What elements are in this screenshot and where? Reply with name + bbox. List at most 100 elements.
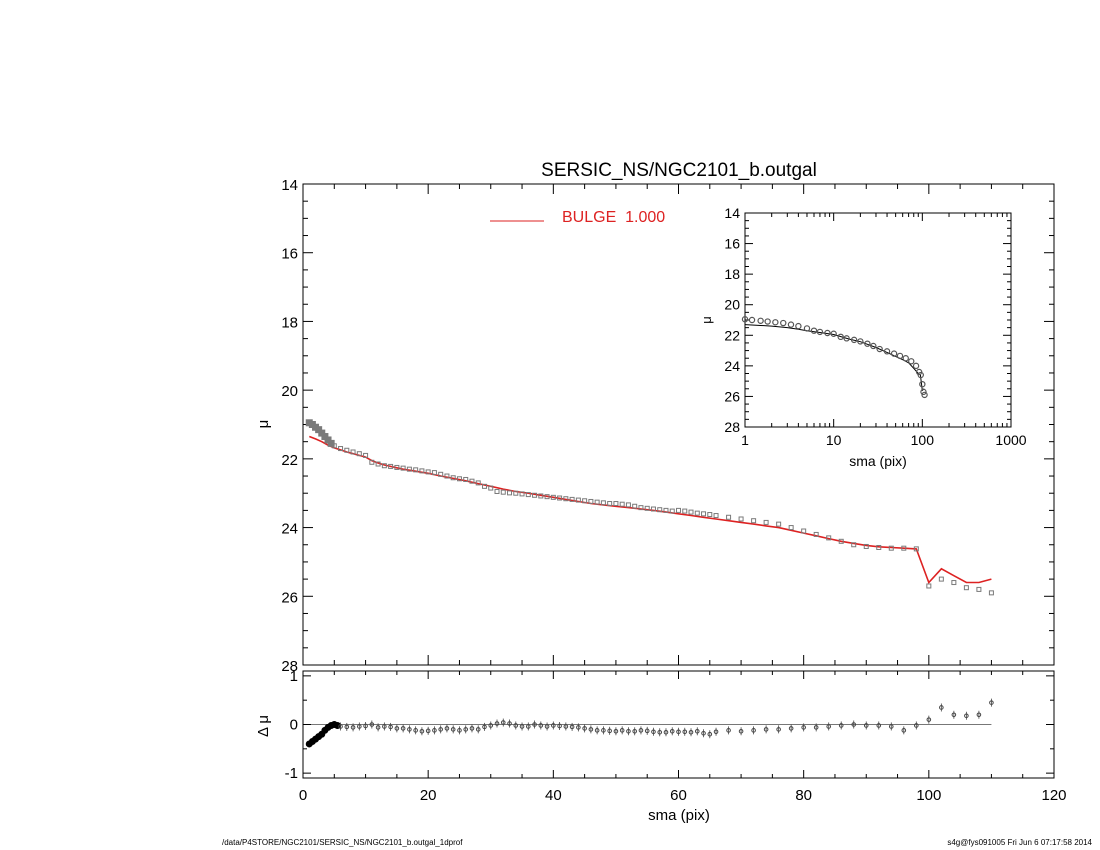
inset-data-point xyxy=(816,328,824,336)
residual-y-axis-label: Δ μ xyxy=(255,715,272,737)
data-point xyxy=(963,585,969,591)
inset-data-point xyxy=(864,340,871,347)
data-point xyxy=(638,505,644,511)
residual-point xyxy=(457,726,462,735)
data-point xyxy=(988,590,994,596)
residual-point xyxy=(801,723,806,732)
inset-data-point xyxy=(741,316,749,323)
main-y-tick-label: 24 xyxy=(281,521,298,538)
residual-y-tick-label: -1 xyxy=(285,765,298,782)
residual-point xyxy=(776,725,781,734)
main-y-tick-label: 28 xyxy=(281,658,298,675)
residual-point xyxy=(507,719,512,728)
inset-y-tick-label: 24 xyxy=(724,358,740,374)
inset-data-point xyxy=(748,316,756,324)
residual-point xyxy=(863,721,869,730)
inset-y-tick-label: 22 xyxy=(724,327,740,343)
data-point xyxy=(738,516,744,522)
main-axis-ticks xyxy=(302,183,1055,666)
residual-point xyxy=(626,727,631,736)
residual-point xyxy=(951,710,957,719)
residual-point xyxy=(976,710,982,719)
data-point xyxy=(538,493,544,499)
residual-point xyxy=(939,703,944,712)
inset-data-point xyxy=(876,345,883,353)
data-point xyxy=(657,507,663,513)
data-point xyxy=(513,490,519,496)
data-point xyxy=(913,546,919,552)
residual-x-tick-label: 100 xyxy=(916,787,941,804)
residual-point xyxy=(751,726,756,735)
inset-y-tick-labels: 14 16 18 20 22 24 26 28 xyxy=(724,205,740,435)
main-y-tick-label: 26 xyxy=(281,589,298,606)
residual-point xyxy=(363,721,368,730)
data-point xyxy=(394,464,400,470)
residual-point xyxy=(594,726,600,735)
inset-y-tick-label: 20 xyxy=(724,297,740,313)
residual-point xyxy=(469,724,475,733)
inset-data-point xyxy=(850,336,858,344)
residual-point xyxy=(694,727,700,736)
data-point xyxy=(644,505,650,511)
data-point xyxy=(607,501,613,507)
residual-point xyxy=(500,718,506,727)
data-point xyxy=(951,580,957,586)
data-point xyxy=(413,467,419,473)
data-point xyxy=(388,463,394,469)
residual-point xyxy=(538,721,544,730)
data-point xyxy=(688,509,694,515)
residual-point xyxy=(926,715,932,724)
residual-point xyxy=(413,726,418,735)
data-point xyxy=(375,461,381,467)
residual-series xyxy=(305,698,994,748)
data-point xyxy=(550,494,556,500)
inset-data-point xyxy=(857,338,864,345)
residual-x-axis-label: sma (pix) xyxy=(648,807,710,824)
data-point xyxy=(456,476,462,482)
inset-y-axis-label: μ xyxy=(699,316,714,324)
inset-y-tick-label: 26 xyxy=(724,388,740,404)
residual-axis-ticks xyxy=(302,671,1055,778)
inset-y-tick-label: 14 xyxy=(724,205,740,221)
residual-point xyxy=(632,727,637,736)
data-point xyxy=(701,511,707,517)
data-point xyxy=(776,521,782,527)
residual-x-tick-labels: 0 20 40 60 80 100 120 xyxy=(299,787,1067,804)
data-point xyxy=(494,488,500,494)
data-point xyxy=(544,494,550,500)
data-point xyxy=(575,497,581,503)
residual-point xyxy=(338,722,343,731)
residual-point xyxy=(482,722,487,731)
data-point xyxy=(801,528,807,534)
residual-y-tick-label: 0 xyxy=(290,717,298,734)
residual-point xyxy=(669,727,675,736)
residual-x-tick-label: 60 xyxy=(670,787,687,804)
residual-x-tick-label: 40 xyxy=(545,787,562,804)
data-point xyxy=(594,499,600,505)
data-point xyxy=(976,586,982,592)
data-point xyxy=(676,507,681,513)
inset-data-point xyxy=(902,355,909,362)
data-point xyxy=(751,518,757,524)
residual-point xyxy=(726,726,731,735)
data-point xyxy=(481,483,487,489)
data-point xyxy=(682,508,688,514)
data-point xyxy=(356,451,362,457)
residual-point xyxy=(588,725,594,734)
inset-x-tick-label: 1 xyxy=(741,432,749,448)
residual-point xyxy=(688,728,694,737)
data-point xyxy=(344,447,350,453)
inset-data-point xyxy=(795,322,802,330)
data-point xyxy=(419,468,425,474)
residual-point xyxy=(557,721,562,730)
inset-data-point xyxy=(920,388,927,396)
data-point xyxy=(788,525,794,531)
observed-profile-series xyxy=(305,419,994,596)
data-point xyxy=(557,495,563,501)
data-point xyxy=(331,443,337,449)
residual-point xyxy=(563,722,569,731)
residual-point xyxy=(888,722,894,731)
residual-point xyxy=(438,725,443,734)
data-point xyxy=(406,466,412,472)
inset-data-point xyxy=(824,329,831,337)
